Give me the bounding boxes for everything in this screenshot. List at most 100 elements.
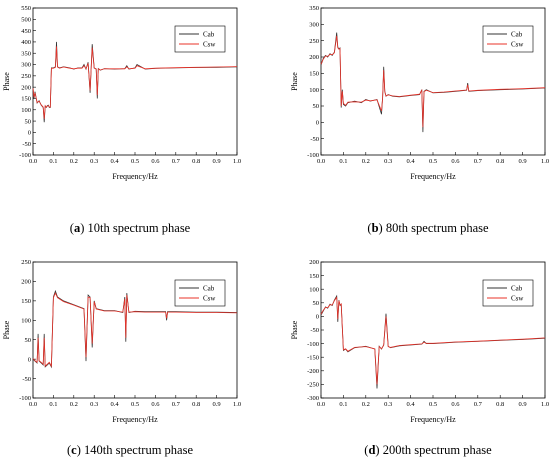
y-axis-label: Phase — [2, 320, 11, 339]
x-tick-label: 0.0 — [29, 158, 37, 165]
panel-caption: (d) 200th spectrum phase — [364, 443, 492, 457]
y-tick-label: 550 — [21, 5, 31, 12]
y-tick-label: 0 — [28, 130, 31, 137]
legend-box — [174, 25, 226, 53]
x-tick-label: 0.2 — [70, 401, 78, 408]
y-tick-label: -100 — [19, 152, 31, 159]
x-tick-label: 1.0 — [541, 401, 549, 408]
y-tick-label: -50 — [310, 327, 319, 334]
x-tick-label: 0.7 — [474, 158, 483, 165]
legend-label-csw: Csw — [511, 41, 524, 49]
x-tick-label: 0.0 — [317, 401, 325, 408]
legend-label-csw: Csw — [511, 295, 524, 303]
y-tick-label: -50 — [310, 136, 319, 143]
y-tick-label: 300 — [21, 62, 31, 69]
panel-caption: (a) 10th spectrum phase — [70, 221, 191, 235]
x-tick-label: 0.2 — [70, 158, 78, 165]
legend-label-cab: Cab — [203, 285, 215, 293]
x-tick-label: 0.8 — [496, 158, 504, 165]
y-tick-label: 100 — [21, 317, 31, 324]
chart-panel-a: 0.0 0.1 0.2 0.3 0.4 0.5 0.6 0.7 0.8 0.9 1.0 -100 -50… — [2, 5, 241, 235]
x-tick-label: 0.6 — [151, 158, 160, 165]
x-tick-label: 0.5 — [131, 158, 139, 165]
x-tick-label: 0.1 — [49, 158, 57, 165]
series-line-csw — [32, 292, 238, 368]
y-tick-label: 50 — [313, 300, 320, 307]
x-tick-label: 0.5 — [429, 158, 437, 165]
x-tick-label: 0.3 — [90, 401, 98, 408]
x-tick-label: 0.1 — [339, 401, 347, 408]
x-tick-label: 0.0 — [29, 401, 37, 408]
y-tick-label: 250 — [21, 73, 31, 80]
x-tick-label: 0.4 — [407, 158, 416, 165]
x-tick-label: 0.2 — [362, 158, 370, 165]
x-tick-label: 0.4 — [407, 401, 416, 408]
x-tick-label: 0.3 — [384, 158, 392, 165]
y-tick-label: 100 — [309, 286, 319, 293]
y-tick-label: 250 — [309, 38, 319, 45]
y-tick-label: -150 — [307, 354, 319, 361]
x-tick-label: 1.0 — [541, 158, 549, 165]
x-tick-label: 0.8 — [496, 401, 504, 408]
series-line-csw — [32, 46, 238, 119]
x-tick-label: 0.1 — [49, 401, 57, 408]
y-tick-label: -100 — [19, 395, 31, 402]
y-tick-label: 200 — [309, 259, 319, 266]
x-tick-label: 0.9 — [213, 401, 221, 408]
y-tick-label: 150 — [21, 298, 31, 305]
series-line-csw — [320, 35, 546, 128]
y-tick-label: 100 — [21, 107, 31, 114]
y-tick-label: 50 — [25, 337, 32, 344]
chart-panel-c: 0.0 0.1 0.2 0.3 0.4 0.5 0.6 0.7 0.8 0.9 1.0 -100 -50… — [2, 259, 241, 457]
y-tick-label: 100 — [309, 87, 319, 94]
y-tick-label: 250 — [21, 259, 31, 266]
x-tick-label: 0.7 — [172, 158, 181, 165]
x-tick-label: 0.3 — [90, 158, 98, 165]
y-axis-label: Phase — [290, 320, 299, 339]
x-tick-label: 0.5 — [131, 401, 139, 408]
legend-label-cab: Cab — [511, 285, 523, 293]
x-tick-label: 0.9 — [519, 158, 527, 165]
x-tick-label: 0.1 — [339, 158, 347, 165]
series-line-csw — [320, 296, 546, 385]
y-tick-label: -50 — [22, 376, 31, 383]
y-tick-label: 400 — [21, 39, 31, 46]
x-tick-label: 0.8 — [192, 158, 200, 165]
x-tick-label: 1.0 — [233, 158, 241, 165]
panel-caption: (b) 80th spectrum phase — [367, 221, 489, 235]
y-tick-label: -200 — [307, 368, 319, 375]
x-tick-label: 0.4 — [111, 401, 120, 408]
y-tick-label: 200 — [21, 279, 31, 286]
y-tick-label: 150 — [21, 96, 31, 103]
x-tick-label: 0.2 — [362, 401, 370, 408]
y-tick-label: 350 — [309, 5, 319, 12]
y-tick-label: -100 — [307, 341, 319, 348]
x-axis-label: Frequency/Hz — [410, 415, 456, 424]
chart-panel-b: 0.0 0.1 0.2 0.3 0.4 0.5 0.6 0.7 0.8 0.9 1.0 -100 -50… — [290, 5, 549, 235]
x-tick-label: 0.6 — [151, 401, 160, 408]
y-tick-label: 200 — [309, 54, 319, 61]
y-tick-label: 0 — [28, 356, 31, 363]
y-tick-label: 0 — [316, 314, 319, 321]
x-tick-label: 0.8 — [192, 401, 200, 408]
x-tick-label: 0.6 — [451, 158, 460, 165]
y-tick-label: -300 — [307, 395, 319, 402]
y-tick-label: 150 — [309, 71, 319, 78]
legend-box — [482, 279, 534, 307]
y-tick-label: -50 — [22, 141, 31, 148]
y-tick-label: 500 — [21, 17, 31, 24]
legend-box — [482, 25, 534, 53]
y-axis-label: Phase — [290, 72, 299, 91]
y-tick-label: 0 — [316, 120, 319, 127]
y-tick-label: -100 — [307, 152, 319, 159]
y-tick-label: 350 — [21, 50, 31, 57]
x-axis-label: Frequency/Hz — [112, 172, 158, 181]
series-line-cab — [320, 294, 546, 389]
x-tick-label: 0.9 — [213, 158, 221, 165]
y-tick-label: 300 — [309, 22, 319, 29]
y-tick-label: 200 — [21, 84, 31, 91]
chart-panel-d: 0.0 0.1 0.2 0.3 0.4 0.5 0.6 0.7 0.8 0.9 1.0 -300 -25… — [290, 259, 549, 457]
panel-caption: (c) 140th spectrum phase — [67, 443, 193, 457]
x-axis-label: Frequency/Hz — [112, 415, 158, 424]
